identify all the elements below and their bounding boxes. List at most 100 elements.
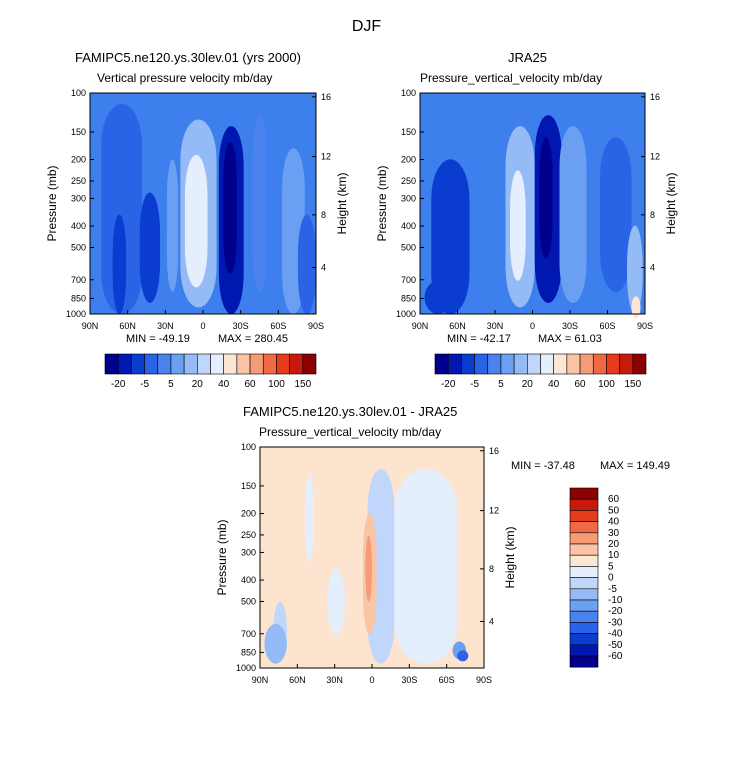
y-tick-label: 500 <box>401 242 416 252</box>
y2-axis-label: Height (km) <box>664 172 678 234</box>
x-tick-label: 30N <box>326 675 343 685</box>
contour-band <box>631 296 641 319</box>
contour-band <box>539 137 553 259</box>
panel-1-title: FAMIPC5.ne120.ys.30lev.01 (yrs 2000) <box>75 50 301 65</box>
colorbar-label: -20 <box>441 379 456 390</box>
y-tick-label: 400 <box>71 221 86 231</box>
colorbar-label: 50 <box>608 505 620 516</box>
y-tick-label: 1000 <box>236 663 256 673</box>
colorbar-swatch <box>569 498 599 511</box>
colorbar-swatch <box>197 353 211 375</box>
y-tick-label: 850 <box>401 293 416 303</box>
colorbar-label: -50 <box>608 640 623 651</box>
colorbar-label: 20 <box>522 379 534 390</box>
colorbar-swatch <box>569 599 599 612</box>
x-tick-label: 30S <box>562 321 578 331</box>
colorbar-label: -5 <box>608 584 617 595</box>
y2-tick-label: 16 <box>650 92 660 102</box>
x-tick-label: 30S <box>233 321 249 331</box>
contour-band <box>304 473 314 562</box>
colorbar-label: 20 <box>192 379 204 390</box>
colorbar-label: 60 <box>245 379 257 390</box>
contour-band <box>112 214 127 314</box>
colorbar-swatch <box>513 353 528 375</box>
colorbar-label: 5 <box>498 379 504 390</box>
y-tick-label: 300 <box>401 193 416 203</box>
y-axis-label: Pressure (mb) <box>45 165 59 241</box>
colorbar-label: -30 <box>608 617 623 628</box>
y-tick-label: 700 <box>71 275 86 285</box>
colorbar-swatch <box>183 353 198 375</box>
y-tick-label: 700 <box>241 629 256 639</box>
contour-band <box>431 159 470 314</box>
panel-2-subtitle: Pressure_vertical_velocity mb/day <box>420 71 603 85</box>
y2-tick-label: 8 <box>321 210 326 220</box>
colorbar-label: 60 <box>575 379 587 390</box>
contour-band <box>252 115 267 292</box>
colorbar-label: 5 <box>168 379 174 390</box>
contour-band <box>510 170 526 281</box>
colorbar-swatch <box>447 353 462 375</box>
colorbar-swatch <box>579 353 594 375</box>
colorbar-swatch <box>606 353 620 375</box>
colorbar-label: 30 <box>608 528 620 539</box>
y-tick-label: 100 <box>401 88 416 98</box>
y2-axis-label: Height (km) <box>335 172 349 234</box>
y-tick-label: 500 <box>241 596 256 606</box>
y-tick-label: 150 <box>241 481 256 491</box>
y2-tick-label: 16 <box>489 446 499 456</box>
colorbar-swatch <box>157 353 172 375</box>
panel-1-subtitle: Vertical pressure velocity mb/day <box>97 71 273 85</box>
colorbar-label: 150 <box>294 379 311 390</box>
x-tick-label: 30S <box>401 675 417 685</box>
colorbar-swatch <box>434 353 449 375</box>
y-tick-label: 700 <box>401 275 416 285</box>
y2-tick-label: 12 <box>321 152 331 162</box>
y2-tick-label: 4 <box>321 262 326 272</box>
contour-band <box>394 469 458 664</box>
y-axis-label: Pressure (mb) <box>375 165 389 241</box>
y-tick-label: 1000 <box>396 309 416 319</box>
colorbar-swatch <box>632 353 647 375</box>
y-tick-label: 200 <box>241 509 256 519</box>
x-tick-label: 30N <box>157 321 174 331</box>
colorbar-label: -20 <box>608 606 623 617</box>
y-tick-label: 150 <box>401 127 416 137</box>
contour-band <box>101 104 142 314</box>
colorbar-swatch <box>236 353 251 375</box>
colorbar-swatch <box>569 521 599 534</box>
colorbar-label: 10 <box>608 550 620 561</box>
y-tick-label: 150 <box>71 127 86 137</box>
colorbar-label: 40 <box>548 379 560 390</box>
panel-2 <box>419 92 647 375</box>
x-tick-label: 90N <box>82 321 99 331</box>
x-tick-label: 90S <box>308 321 324 331</box>
y-tick-label: 400 <box>241 575 256 585</box>
colorbar-swatch <box>474 353 489 375</box>
panel-1-max: MAX = 280.45 <box>218 333 289 345</box>
colorbar-swatch <box>540 353 554 375</box>
x-tick-label: 60N <box>119 321 136 331</box>
y-tick-label: 1000 <box>66 309 86 319</box>
contour-band <box>184 154 208 288</box>
colorbar-swatch <box>170 353 185 375</box>
y-tick-label: 200 <box>71 155 86 165</box>
y-tick-label: 850 <box>241 647 256 657</box>
colorbar-label: 40 <box>218 379 230 390</box>
colorbar-swatch <box>461 353 475 375</box>
panel-2-min: MIN = -42.17 <box>447 333 511 345</box>
contour-band <box>327 568 346 635</box>
contour-band <box>627 225 643 314</box>
colorbar-swatch <box>210 353 224 375</box>
colorbar-label: 100 <box>268 379 285 390</box>
colorbar-swatch <box>249 353 264 375</box>
colorbar-swatch <box>289 353 304 375</box>
y-tick-label: 400 <box>401 221 416 231</box>
y2-tick-label: 4 <box>650 262 655 272</box>
panel-3-subtitle: Pressure_vertical_velocity mb/day <box>259 425 442 439</box>
contour-band <box>139 192 161 303</box>
colorbar-swatch <box>569 577 599 590</box>
colorbar-swatch <box>569 554 599 567</box>
x-tick-label: 90S <box>476 675 492 685</box>
colorbar-label: -10 <box>608 595 623 606</box>
